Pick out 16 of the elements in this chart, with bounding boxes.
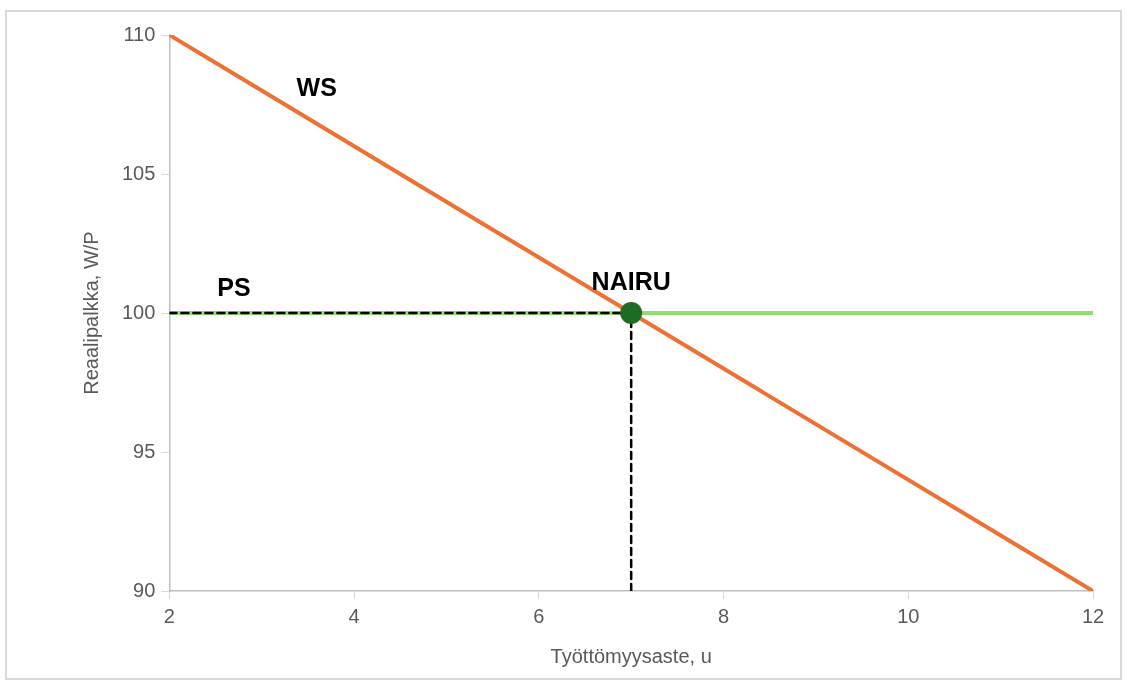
series-label: PS (217, 272, 251, 301)
x-tick-label: 8 (717, 604, 730, 627)
y-axis-title: Reaalipalkka, W/P (79, 231, 102, 395)
x-tick-label: 6 (533, 604, 545, 627)
x-tick-label: 10 (897, 604, 920, 627)
x-tick-label: 2 (163, 604, 175, 627)
x-axis-title: Työttömyysaste, u (550, 644, 712, 667)
y-tick-label: 95 (133, 439, 156, 462)
y-tick-label: 100 (121, 300, 156, 323)
x-tick-label: 12 (1081, 604, 1105, 627)
series-label: NAIRU (591, 266, 671, 295)
y-tick-label: 90 (133, 578, 156, 601)
series-label: WS (296, 72, 337, 101)
y-tick-label: 110 (123, 22, 156, 45)
x-tick-label: 4 (348, 604, 360, 627)
y-tick-label: 105 (121, 161, 156, 184)
